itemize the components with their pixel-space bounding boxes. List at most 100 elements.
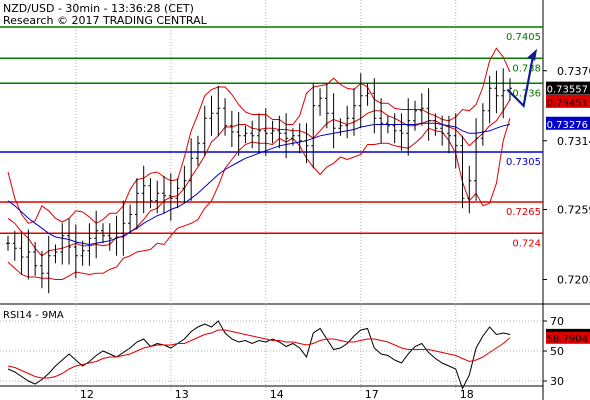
rsi-tick-label: 30 — [550, 375, 564, 388]
price-value-tag — [546, 116, 590, 130]
candle — [263, 108, 268, 156]
candle — [446, 115, 451, 154]
copyright-text: Research © 2017 TRADING CENTRAL — [3, 14, 207, 27]
candle — [372, 78, 377, 134]
candle — [73, 224, 78, 279]
candle — [26, 229, 31, 280]
level-label: 0.724 — [512, 238, 541, 249]
candle — [33, 242, 38, 276]
candle — [277, 115, 282, 149]
candle — [162, 175, 167, 214]
candle — [189, 138, 194, 201]
candle — [202, 105, 207, 156]
candle — [494, 70, 499, 114]
candle — [60, 223, 65, 265]
candle — [250, 120, 255, 149]
candle — [379, 98, 384, 144]
candle — [501, 68, 506, 119]
forecast-arrowhead — [527, 48, 538, 61]
price-tick-label: 0.7259 — [557, 204, 590, 217]
time-axis-label: 13 — [175, 388, 189, 400]
candle — [107, 223, 112, 251]
candle — [19, 230, 24, 275]
candle — [413, 100, 418, 131]
candle — [175, 178, 180, 209]
level-label: 0.738 — [512, 63, 541, 74]
candle — [426, 88, 431, 141]
candle — [114, 215, 119, 256]
candle — [80, 240, 85, 266]
forecast-arrow — [506, 55, 535, 109]
candle — [331, 93, 336, 149]
candle — [297, 123, 302, 154]
candle — [304, 123, 309, 164]
candle — [406, 98, 411, 156]
candle — [474, 118, 479, 201]
candle — [311, 83, 316, 169]
rsi-series-rsi14 — [7, 320, 511, 390]
candle — [324, 83, 329, 129]
candle — [141, 165, 146, 214]
candle — [195, 135, 200, 166]
level-label: 0.7265 — [506, 207, 541, 218]
price-tick-label: 0.7203 — [557, 274, 590, 287]
candle — [284, 113, 289, 159]
candle — [358, 73, 363, 129]
candle — [236, 112, 241, 156]
candle — [12, 230, 17, 261]
candle — [453, 113, 458, 169]
candle — [243, 125, 248, 144]
candle — [460, 135, 465, 209]
candle — [121, 200, 126, 256]
price-value-tag — [546, 94, 590, 108]
candle — [419, 93, 424, 126]
level-label: 0.7405 — [506, 32, 541, 43]
candle — [67, 218, 72, 265]
candle — [487, 75, 492, 124]
candle — [392, 113, 397, 144]
candle — [134, 178, 139, 230]
candle — [467, 165, 472, 214]
candle — [155, 180, 160, 214]
candle — [6, 235, 10, 251]
candle — [39, 250, 44, 289]
indicator-title: RSI14 - 9MA — [3, 310, 64, 321]
rsi-series-9ma — [7, 329, 511, 379]
price-tick-label: 0.7314 — [557, 135, 590, 148]
rsi-value-label: 58.7904 — [547, 334, 588, 345]
candle — [182, 165, 187, 204]
price-value-label: 0.73276 — [547, 120, 588, 131]
candle — [128, 204, 133, 234]
rsi-tick-label: 50 — [550, 345, 564, 358]
price-value-tag — [546, 81, 590, 95]
candle — [365, 83, 370, 106]
candle — [257, 113, 261, 154]
candle — [290, 128, 295, 146]
candle — [318, 88, 323, 116]
candle — [338, 118, 343, 136]
candle — [94, 210, 99, 259]
candle — [100, 223, 105, 244]
rsi-tick-label: 70 — [550, 315, 564, 328]
time-axis-label: 18 — [460, 388, 474, 400]
level-label: 0.7305 — [506, 157, 541, 168]
candle — [46, 235, 51, 294]
candle — [440, 115, 445, 146]
candle — [229, 110, 234, 147]
chart-title: NZD/USD - 30min - 13:36:28 (CET) — [3, 2, 194, 15]
price-value-label: 0.73451 — [547, 98, 588, 109]
time-axis-label: 14 — [270, 388, 284, 400]
time-axis-label: 17 — [365, 388, 379, 400]
candle — [168, 173, 173, 221]
candle — [87, 223, 92, 266]
candle — [399, 113, 404, 151]
candle — [216, 85, 221, 136]
price-value-label: 0.73557 — [547, 85, 588, 96]
candle — [385, 115, 390, 134]
time-axis-label: 12 — [80, 388, 94, 400]
candle — [209, 95, 214, 136]
candle — [270, 120, 275, 144]
candle — [53, 244, 58, 264]
